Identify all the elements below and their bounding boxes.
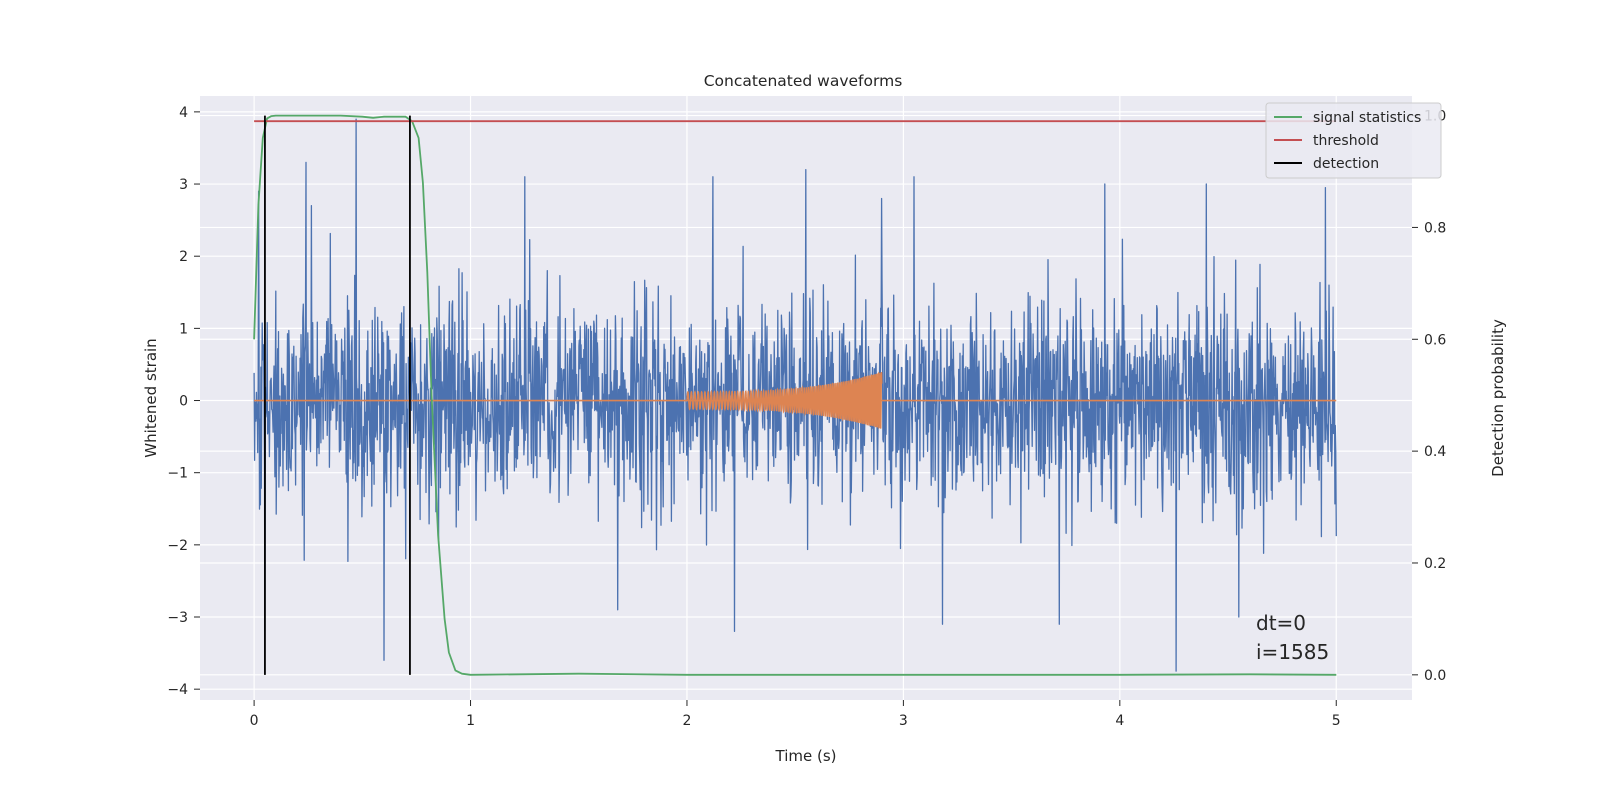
legend-box xyxy=(1265,102,1442,179)
legend-label-detection: detection xyxy=(1313,156,1379,172)
y-tick-label: −1 xyxy=(167,466,188,482)
y-tick-label: −4 xyxy=(167,682,188,698)
chart-title: Concatenated waveforms xyxy=(704,72,903,90)
y2-tick-label: 0.8 xyxy=(1424,220,1446,236)
y2-tick-label: 0.2 xyxy=(1424,556,1446,572)
x-tick-label: 1 xyxy=(466,713,475,729)
series-line-chirp xyxy=(686,371,883,430)
y-tick-label: 3 xyxy=(179,177,188,193)
x-tick-label: 4 xyxy=(1115,713,1124,729)
y2-axis-label: Detection probability xyxy=(1489,319,1507,477)
annotation-index: i=1585 xyxy=(1256,640,1329,664)
y-tick-label: −2 xyxy=(167,538,188,554)
x-tick-label: 2 xyxy=(683,713,692,729)
x-axis: 0 1 2 3 4 5 xyxy=(250,700,1341,729)
annotation-dt: dt=0 xyxy=(1256,611,1306,635)
y-tick-label: 1 xyxy=(179,321,188,337)
x-tick-label: 3 xyxy=(899,713,908,729)
series-line-signal-statistics xyxy=(253,114,1337,676)
data-layer xyxy=(253,114,1337,676)
x-tick-label: 0 xyxy=(250,713,259,729)
y2-tick-label: 0.0 xyxy=(1424,668,1446,684)
x-tick-label: 5 xyxy=(1332,713,1341,729)
y2-tick-label: 0.6 xyxy=(1424,332,1446,348)
x-axis-label: Time (s) xyxy=(775,747,837,765)
y2-tick-label: 0.4 xyxy=(1424,444,1446,460)
y-axis-label: Whitened strain xyxy=(142,338,160,457)
y-tick-label: −3 xyxy=(167,610,188,626)
legend-label-threshold: threshold xyxy=(1313,133,1379,149)
y-tick-label: 2 xyxy=(179,249,188,265)
legend: signal statistics threshold detection xyxy=(1265,102,1442,179)
y-axis-left: −4 −3 −2 −1 0 1 2 3 4 xyxy=(167,105,200,698)
y-axis-right: 0.00.20.40.60.81.0 xyxy=(1412,109,1446,684)
legend-label-signal-statistics: signal statistics xyxy=(1313,110,1421,126)
y-tick-label: 4 xyxy=(179,105,188,121)
y-tick-label: 0 xyxy=(179,394,188,410)
